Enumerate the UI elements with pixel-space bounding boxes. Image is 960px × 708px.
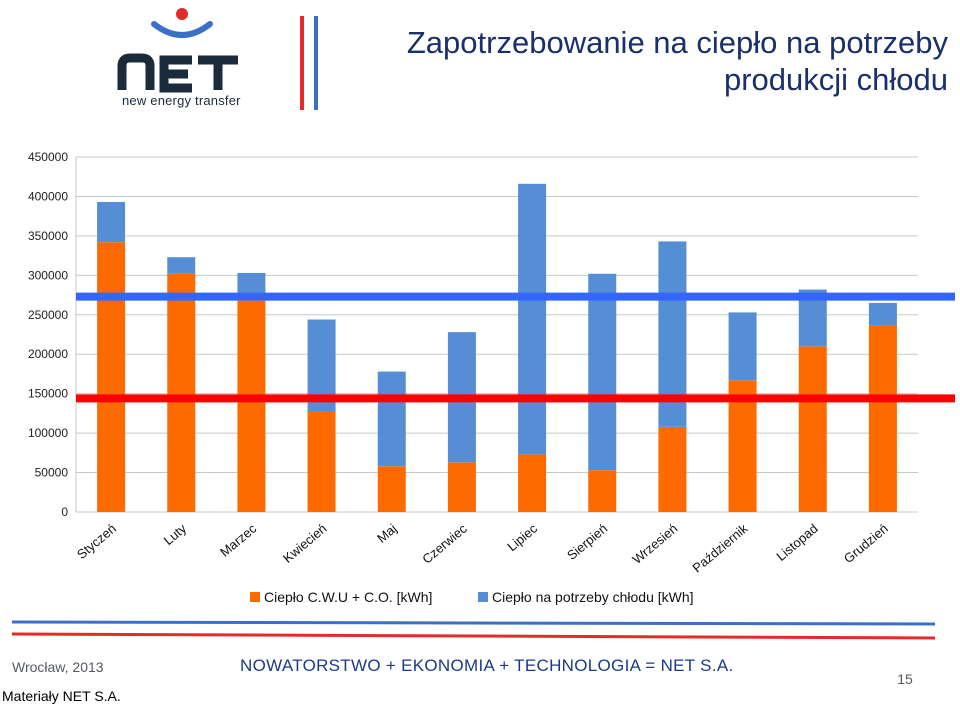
bar-cwu-co-11 bbox=[798, 346, 827, 512]
x-tick-label: Marzec bbox=[217, 520, 260, 559]
y-tick-label: 300000 bbox=[28, 268, 68, 282]
y-tick-label: 0 bbox=[61, 505, 68, 519]
bar-cwu-co-5 bbox=[377, 466, 406, 512]
bar-chlodu-7 bbox=[518, 183, 547, 455]
x-tick-label: Sierpień bbox=[564, 521, 610, 563]
y-tick-label: 100000 bbox=[28, 426, 68, 440]
bar-chlodu-10 bbox=[728, 312, 757, 381]
x-tick-labels: Styczeń Luty Marzec Kwiecień Maj Czerwiec Lipi… bbox=[74, 520, 891, 575]
legend-swatch bbox=[478, 592, 488, 602]
x-tick-label: Listopad bbox=[773, 521, 820, 564]
x-tick-label: Czerwiec bbox=[419, 520, 470, 566]
bar-chlodu-1 bbox=[97, 201, 126, 243]
source-credit: Materiały NET S.A. bbox=[2, 688, 121, 704]
reference-lines-layer bbox=[76, 292, 955, 403]
x-tick-label: Wrzesień bbox=[629, 521, 680, 567]
page-title: Zapotrzebowanie na ciepło na potrzeby pr… bbox=[328, 24, 948, 98]
legend-label: Ciepło C.W.U + C.O. [kWh] bbox=[264, 589, 432, 605]
page-number: 15 bbox=[897, 671, 913, 687]
y-tick-label: 450000 bbox=[28, 150, 68, 164]
x-tick-label: Grudzień bbox=[841, 521, 891, 566]
bars-layer bbox=[97, 183, 897, 512]
bar-cwu-co-6 bbox=[447, 462, 476, 512]
grid-layer bbox=[75, 156, 918, 513]
bar-cwu-co-12 bbox=[868, 325, 897, 512]
y-tick-label: 250000 bbox=[28, 308, 68, 322]
x-tick-label: Luty bbox=[161, 520, 190, 548]
legend-label: Ciepło na potrzeby chłodu [kWh] bbox=[492, 589, 694, 605]
y-tick-label: 50000 bbox=[35, 466, 69, 480]
title-line-2: produkcji chłodu bbox=[723, 62, 948, 97]
title-line-1: Zapotrzebowanie na ciepło na potrzeby bbox=[406, 25, 948, 60]
y-tick-label: 400000 bbox=[28, 189, 68, 203]
stacked-bar-chart: 0 50000 100000 150000 200000 250000 300000 3500… bbox=[28, 150, 955, 605]
bar-cwu-co-4 bbox=[307, 411, 336, 512]
bar-cwu-co-7 bbox=[518, 454, 547, 512]
y-tick-label: 200000 bbox=[28, 347, 68, 361]
x-tick-label: Lipiec bbox=[504, 520, 540, 554]
title-accent-bars bbox=[300, 16, 318, 110]
bar-cwu-co-9 bbox=[658, 426, 687, 512]
footer-slogan: NOWATORSTWO + EKONOMIA + TECHNOLOGIA = N… bbox=[240, 656, 734, 675]
y-tick-label: 150000 bbox=[28, 387, 68, 401]
footer-location-date: Wrocław, 2013 bbox=[12, 659, 104, 675]
x-tick-label: Październik bbox=[689, 520, 751, 575]
x-tick-label: Kwiecień bbox=[280, 521, 330, 566]
bar-cwu-co-2 bbox=[167, 273, 196, 512]
bar-cwu-co-3 bbox=[237, 300, 266, 512]
bar-cwu-co-1 bbox=[97, 242, 126, 512]
bar-chlodu-8 bbox=[588, 273, 617, 471]
bar-chlodu-2 bbox=[167, 257, 196, 274]
y-tick-labels: 0 50000 100000 150000 200000 250000 300000 3500… bbox=[28, 150, 68, 519]
x-tick-label: Styczeń bbox=[74, 521, 119, 562]
legend-swatch bbox=[250, 592, 260, 602]
bar-chlodu-5 bbox=[377, 371, 406, 467]
bar-cwu-co-8 bbox=[588, 470, 617, 512]
legend: Ciepło C.W.U + C.O. [kWh] Ciepło na potrz… bbox=[250, 589, 694, 605]
x-tick-label: Maj bbox=[374, 521, 400, 546]
bar-chlodu-12 bbox=[868, 302, 897, 326]
y-tick-label: 350000 bbox=[28, 229, 68, 243]
footer-divider-lines bbox=[11, 620, 936, 640]
net-logo-icon bbox=[117, 8, 238, 93]
brand-tagline: new energy transfer bbox=[122, 93, 241, 108]
